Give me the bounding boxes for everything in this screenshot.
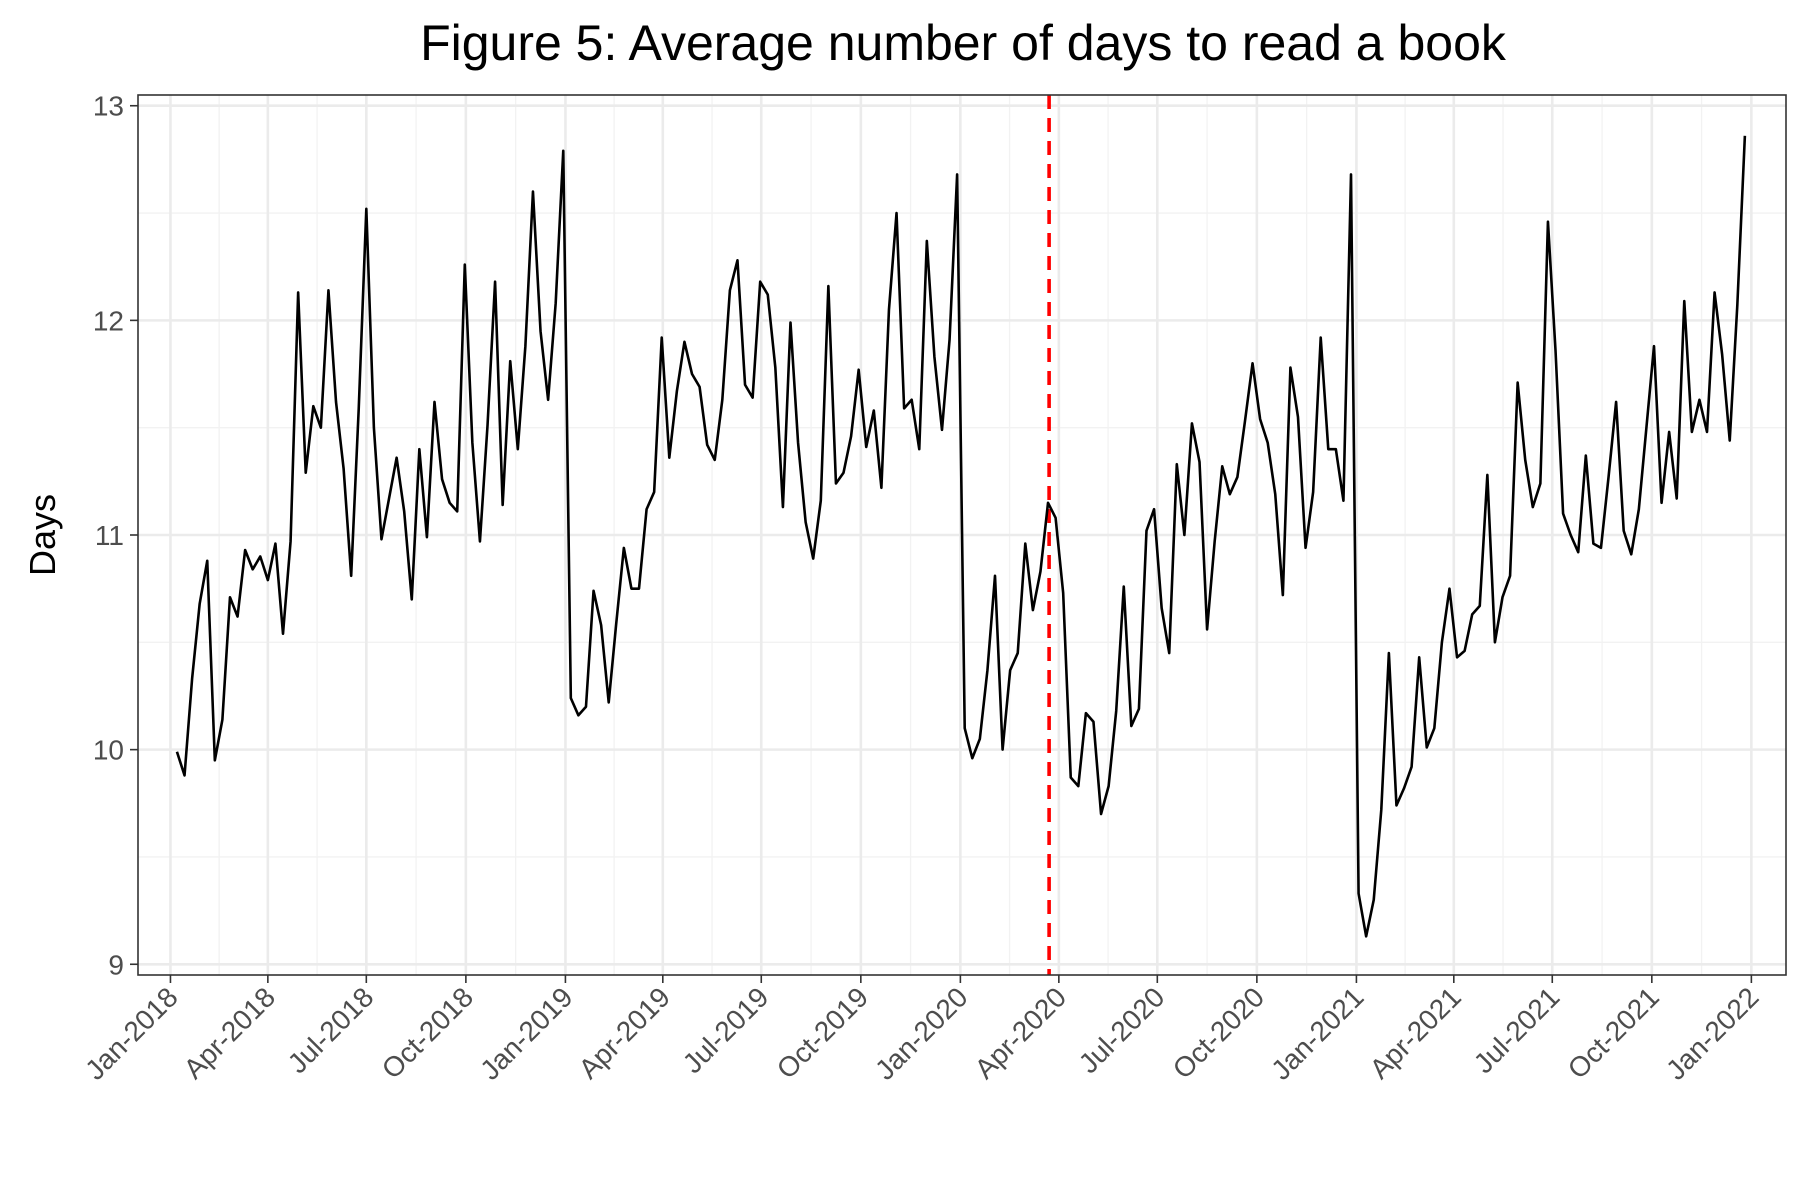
x-tick-label: Oct-2020	[1167, 981, 1270, 1084]
x-tick-label: Jul-2019	[677, 981, 775, 1079]
x-tick-label: Jan-2021	[1265, 981, 1369, 1085]
series-layer	[175, 135, 1747, 938]
x-tick-label: Jan-2019	[474, 981, 578, 1085]
y-tick-label: 10	[93, 735, 124, 766]
x-tick-label: Oct-2021	[1562, 981, 1665, 1084]
x-tick-label: Jul-2020	[1073, 981, 1171, 1079]
x-tick-label: Jul-2021	[1468, 981, 1566, 1079]
x-tick-label: Jan-2018	[79, 981, 183, 1085]
y-tick-label: 11	[95, 520, 124, 551]
chart-title: Figure 5: Average number of days to read…	[420, 15, 1507, 71]
y-tick-label: 13	[93, 91, 124, 122]
x-tick-label: Apr-2019	[573, 981, 676, 1084]
series-line	[175, 135, 1747, 938]
x-tick-label: Jul-2018	[282, 981, 380, 1079]
y-axis: 9 10 11 12 13	[93, 91, 138, 980]
x-tick-label: Jan-2020	[869, 981, 973, 1085]
y-tick-label: 9	[108, 949, 124, 980]
y-axis-title: Days	[22, 494, 63, 576]
x-tick-label: Apr-2021	[1364, 981, 1467, 1084]
x-tick-label: Jan-2022	[1660, 981, 1764, 1085]
x-tick-label: Apr-2018	[178, 981, 281, 1084]
y-tick-label: 12	[93, 305, 124, 336]
x-tick-label: Oct-2019	[771, 981, 874, 1084]
x-tick-label: Oct-2018	[376, 981, 479, 1084]
x-tick-label: Apr-2020	[969, 981, 1072, 1084]
